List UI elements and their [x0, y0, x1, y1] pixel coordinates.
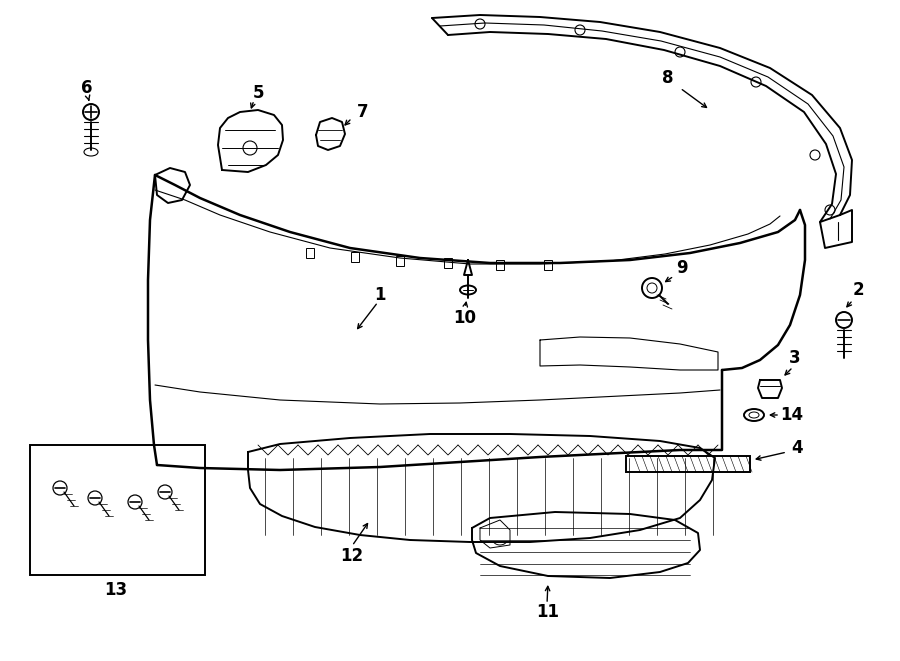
Ellipse shape [749, 412, 759, 418]
Text: 10: 10 [454, 309, 476, 327]
Ellipse shape [744, 409, 764, 421]
Bar [351, 252, 359, 262]
Ellipse shape [460, 286, 476, 295]
Text: 8: 8 [662, 69, 674, 87]
Bar [306, 248, 314, 258]
Bar [544, 260, 552, 270]
Bar [396, 256, 404, 266]
Bar [30, 445, 205, 575]
Text: 12: 12 [340, 547, 364, 565]
Bar [626, 456, 750, 472]
Bar [444, 258, 452, 268]
Text: 7: 7 [357, 103, 369, 121]
Text: 6: 6 [81, 79, 93, 97]
Bar [496, 260, 504, 270]
Text: 9: 9 [676, 259, 688, 277]
Text: 3: 3 [789, 349, 801, 367]
Text: 5: 5 [252, 84, 264, 102]
Text: 2: 2 [852, 281, 864, 299]
Text: 14: 14 [780, 406, 804, 424]
Ellipse shape [84, 148, 98, 156]
Text: 11: 11 [536, 603, 560, 621]
Text: 1: 1 [374, 286, 386, 304]
Text: 13: 13 [104, 581, 128, 599]
Text: 4: 4 [791, 439, 803, 457]
